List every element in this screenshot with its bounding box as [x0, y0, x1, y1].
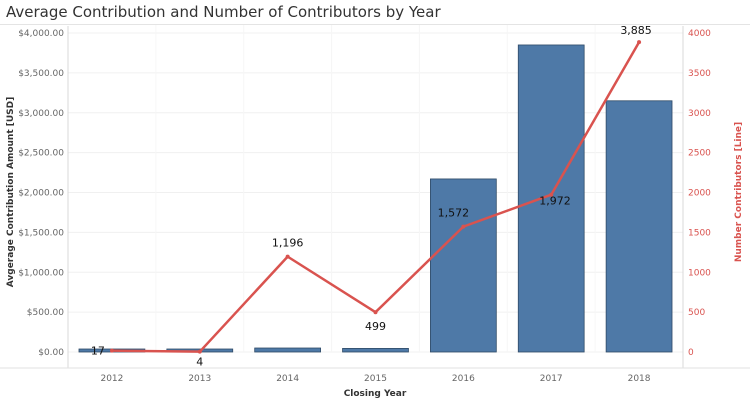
left-axis-ticks: $0.00 $500.00 $1,000.00 $1,500.00 $2,000.00 $…: [18, 29, 64, 358]
right-axis-title: Number Contributors [Line]: [734, 122, 744, 262]
left-tick-label: $1,500.00: [18, 228, 64, 238]
data-labels: 17 4 1,196 499 1,572 1,972 3,885: [91, 24, 652, 369]
title-divider: [0, 24, 750, 25]
x-axis-ticks: 2012 2013 2014 2015 2016 2017 2018: [100, 374, 650, 384]
right-tick-label: 3500: [688, 69, 711, 79]
x-axis-title: Closing Year: [344, 389, 407, 399]
line-point-2015: [373, 310, 378, 315]
left-tick-label: $4,000.00: [18, 29, 64, 39]
chart-title: Average Contribution and Number of Contr…: [6, 3, 441, 21]
gridlines: [68, 25, 683, 353]
bar-2014: [254, 347, 321, 353]
left-tick-label: $500.00: [27, 308, 64, 318]
x-tick-label: 2016: [452, 374, 475, 384]
bar-2016: [430, 178, 497, 353]
x-tick-label: 2014: [276, 374, 299, 384]
bar-2017: [517, 44, 585, 353]
line-point-2016: [461, 224, 466, 229]
bar-2018: [605, 100, 673, 353]
line-point-2013: [197, 349, 202, 354]
x-tick-label: 2012: [100, 374, 123, 384]
data-label-2017: 1,972: [539, 195, 571, 208]
line-point-2017: [549, 192, 554, 197]
axes: [0, 26, 750, 369]
data-label-2018: 3,885: [620, 24, 652, 37]
right-tick-label: 1000: [688, 268, 711, 278]
right-tick-label: 500: [688, 308, 705, 318]
right-tick-label: 2000: [688, 189, 711, 199]
left-tick-label: $2,500.00: [18, 149, 64, 159]
left-tick-label: $3,000.00: [18, 109, 64, 119]
data-label-2012: 17: [91, 345, 105, 358]
bar-2015: [342, 348, 409, 353]
right-tick-label: 1500: [688, 228, 711, 238]
line-point-2012: [109, 348, 114, 353]
left-tick-label: $2,000.00: [18, 189, 64, 199]
data-label-2013: 4: [196, 356, 203, 369]
left-tick-label: $1,000.00: [18, 268, 64, 278]
right-axis-ticks: 0 500 1000 1500 2000 2500 3000 3500 4000: [688, 29, 711, 358]
x-tick-label: 2015: [364, 374, 387, 384]
right-tick-label: 3000: [688, 109, 711, 119]
line-point-2018: [637, 40, 642, 45]
left-tick-label: $3,500.00: [18, 69, 64, 79]
data-label-2014: 1,196: [272, 237, 304, 250]
line-series: [109, 40, 642, 354]
x-tick-label: 2017: [540, 374, 563, 384]
bars: [78, 44, 673, 353]
x-tick-label: 2018: [628, 374, 651, 384]
left-tick-label: $0.00: [38, 348, 64, 358]
line-point-2014: [285, 254, 290, 259]
data-label-2016: 1,572: [438, 207, 470, 220]
x-tick-label: 2013: [188, 374, 211, 384]
right-tick-label: 4000: [688, 29, 711, 39]
data-label-2015: 499: [365, 320, 386, 333]
right-tick-label: 2500: [688, 149, 711, 159]
right-tick-label: 0: [688, 348, 694, 358]
left-axis-title: Avgerage Contribution Amount [USD]: [6, 97, 16, 288]
